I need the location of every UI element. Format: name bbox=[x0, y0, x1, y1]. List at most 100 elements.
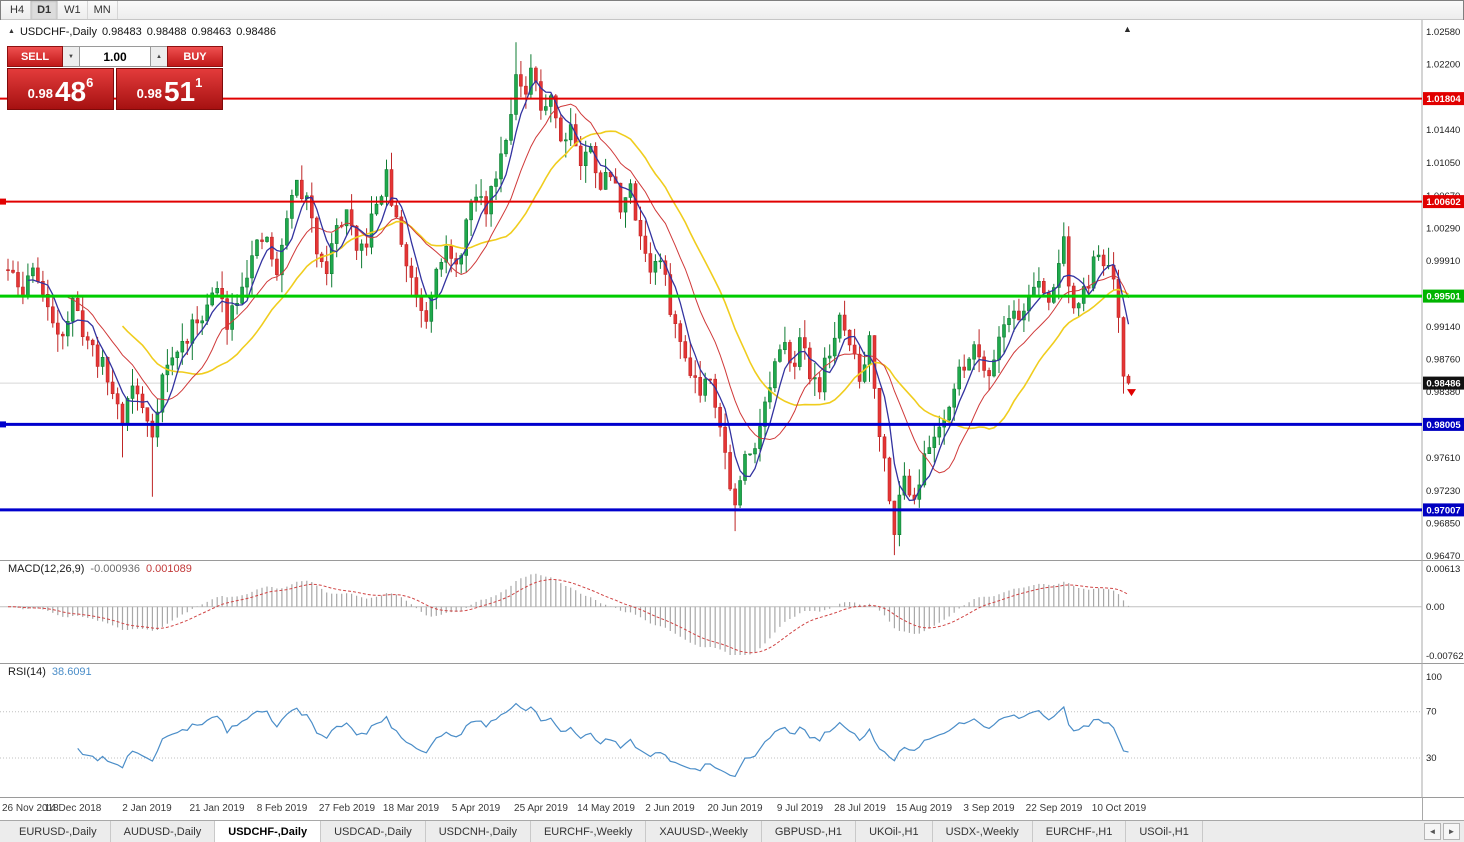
moving-average-5 bbox=[27, 79, 1130, 502]
timeframe-button-mn[interactable]: MN bbox=[88, 0, 118, 19]
svg-text:0.96470: 0.96470 bbox=[1426, 551, 1460, 560]
moving-average-24 bbox=[121, 130, 1129, 430]
svg-text:1.01804: 1.01804 bbox=[1426, 94, 1461, 105]
buy-price-display[interactable]: 0.98 51 1 bbox=[116, 68, 223, 110]
sell-arrow-icon bbox=[1127, 389, 1136, 397]
svg-text:0.99501: 0.99501 bbox=[1426, 292, 1461, 303]
chart-tab-bar: EURUSD-,Daily AUDUSD-,Daily USDCHF-,Daily U… bbox=[0, 820, 1464, 842]
chart-tab-eurchf-weekly[interactable]: EURCHF-,Weekly bbox=[530, 821, 647, 842]
ohlc-high: 0.98488 bbox=[146, 26, 187, 38]
svg-text:1.02580: 1.02580 bbox=[1426, 27, 1460, 38]
svg-text:0.97007: 0.97007 bbox=[1426, 505, 1460, 516]
chart-tab-ukoil-h1[interactable]: UKOil-,H1 bbox=[856, 821, 933, 842]
date-label: 22 Sep 2019 bbox=[1025, 803, 1083, 814]
date-label: 3 Sep 2019 bbox=[963, 803, 1015, 814]
date-axis[interactable]: 26 Nov 2018 14 Dec 2018 2 Jan 2019 21 Jan 2… bbox=[0, 798, 1464, 820]
chart-tab-usdcnh-daily[interactable]: USDCNH-,Daily bbox=[425, 821, 531, 842]
svg-text:0.97230: 0.97230 bbox=[1426, 486, 1460, 497]
macd-value-signal: 0.001089 bbox=[145, 563, 192, 575]
chart-tab-usdcad-daily[interactable]: USDCAD-,Daily bbox=[321, 821, 426, 842]
sell-price-pips: 48 bbox=[54, 76, 87, 107]
date-label: 25 Apr 2019 bbox=[514, 803, 568, 814]
svg-text:0.96850: 0.96850 bbox=[1426, 518, 1460, 529]
svg-text:1.00290: 1.00290 bbox=[1426, 223, 1460, 234]
rsi-label: RSI(14) 38.6091 bbox=[8, 666, 92, 678]
buy-price-point: 1 bbox=[195, 75, 203, 90]
svg-text:1.01050: 1.01050 bbox=[1426, 158, 1460, 169]
tab-scroll-right-button[interactable]: ► bbox=[1443, 823, 1460, 840]
chart-tabs: EURUSD-,Daily AUDUSD-,Daily USDCHF-,Daily U… bbox=[0, 821, 1203, 842]
rsi-line bbox=[77, 702, 1129, 778]
svg-text:0.99140: 0.99140 bbox=[1426, 322, 1460, 333]
date-label: 14 May 2019 bbox=[577, 803, 635, 814]
date-label: 26 Nov 2018 bbox=[2, 803, 59, 814]
date-label: 18 Mar 2019 bbox=[382, 803, 440, 814]
svg-text:1.01440: 1.01440 bbox=[1426, 125, 1460, 136]
rsi-name: RSI(14) bbox=[8, 666, 46, 678]
date-label: 9 Jul 2019 bbox=[776, 803, 824, 814]
svg-text:70: 70 bbox=[1426, 707, 1437, 718]
timeframe-toolbar: H4 D1 W1 MN bbox=[0, 0, 1464, 20]
line-drag-handle bbox=[0, 198, 6, 205]
macd-name: MACD(12,26,9) bbox=[8, 563, 85, 575]
date-label: 5 Apr 2019 bbox=[451, 803, 501, 814]
svg-text:0.98760: 0.98760 bbox=[1426, 355, 1460, 366]
tab-navigation: ◄ ► bbox=[1424, 823, 1460, 840]
spinner-down-icon: ▼ bbox=[68, 53, 74, 60]
ohlc-low: 0.98463 bbox=[191, 26, 232, 38]
timeframe-button-h4[interactable]: H4 bbox=[4, 0, 32, 19]
macd-label: MACD(12,26,9) -0.000936 0.001089 bbox=[8, 563, 192, 575]
timeframe-button-w1[interactable]: W1 bbox=[58, 0, 88, 19]
macd-indicator-panel[interactable]: 0.00613 0.00 -0.00762 MACD(12,26,9) -0.000… bbox=[0, 560, 1464, 663]
rsi-indicator-panel[interactable]: 100 70 30 RSI(14) 38.6091 bbox=[0, 663, 1464, 798]
svg-text:0.97610: 0.97610 bbox=[1426, 453, 1460, 464]
chart-tab-audusd-daily[interactable]: AUDUSD-,Daily bbox=[110, 821, 216, 842]
macd-canvas[interactable]: 0.00613 0.00 -0.00762 bbox=[0, 560, 1464, 663]
timeframe-button-d1[interactable]: D1 bbox=[31, 0, 59, 19]
rsi-canvas[interactable]: 100 70 30 bbox=[0, 663, 1464, 798]
date-label: 2 Jan 2019 bbox=[122, 803, 172, 814]
sell-price-point: 6 bbox=[86, 75, 94, 90]
svg-text:0.99910: 0.99910 bbox=[1426, 256, 1460, 267]
shift-marker-icon: ▲ bbox=[1123, 24, 1132, 34]
chart-tab-usdchf-daily[interactable]: USDCHF-,Daily bbox=[215, 821, 322, 842]
svg-text:0.98486: 0.98486 bbox=[1426, 379, 1460, 390]
svg-text:-0.00762: -0.00762 bbox=[1426, 651, 1464, 662]
chart-tab-eurchf-h1[interactable]: EURCHF-,H1 bbox=[1032, 821, 1127, 842]
chart-tab-usoil-h1[interactable]: USOil-,H1 bbox=[1126, 821, 1203, 842]
date-label: 21 Jan 2019 bbox=[189, 803, 245, 814]
tab-scroll-left-button[interactable]: ◄ bbox=[1424, 823, 1441, 840]
date-label: 2 Jun 2019 bbox=[645, 803, 695, 814]
svg-text:0.00613: 0.00613 bbox=[1426, 564, 1460, 575]
collapse-arrow-icon[interactable]: ▲ bbox=[8, 28, 15, 35]
volume-input[interactable] bbox=[79, 46, 151, 67]
sell-price-base: 0.98 bbox=[27, 86, 53, 101]
svg-text:1.02200: 1.02200 bbox=[1426, 60, 1460, 71]
chart-tab-usdx-weekly[interactable]: USDX-,Weekly bbox=[932, 821, 1033, 842]
volume-increase-button[interactable]: ▲ bbox=[151, 46, 167, 67]
svg-text:1.00602: 1.00602 bbox=[1426, 197, 1460, 208]
chart-tab-eurusd-daily[interactable]: EURUSD-,Daily bbox=[6, 821, 111, 842]
main-chart-panel[interactable]: ▲1.025801.022001.014401.010501.006701.00… bbox=[0, 20, 1464, 560]
price-chart-canvas[interactable]: ▲1.025801.022001.014401.010501.006701.00… bbox=[0, 20, 1464, 560]
date-label: 27 Feb 2019 bbox=[318, 803, 376, 814]
date-label: 14 Dec 2018 bbox=[44, 803, 102, 814]
chart-tab-xauusd-weekly[interactable]: XAUUSD-,Weekly bbox=[646, 821, 762, 842]
moving-average-13 bbox=[67, 103, 1129, 474]
buy-button[interactable]: BUY bbox=[167, 46, 223, 67]
date-label: 8 Feb 2019 bbox=[256, 803, 308, 814]
sell-price-display[interactable]: 0.98 48 6 bbox=[7, 68, 114, 110]
chart-tab-gbpusd-h1[interactable]: GBPUSD-,H1 bbox=[761, 821, 857, 842]
price-scale[interactable]: 1.025801.022001.014401.010501.006701.002… bbox=[1423, 27, 1464, 560]
svg-text:0.00: 0.00 bbox=[1426, 602, 1445, 613]
sell-button[interactable]: SELL bbox=[7, 46, 63, 67]
date-label: 28 Jul 2019 bbox=[834, 803, 886, 814]
volume-decrease-button[interactable]: ▼ bbox=[63, 46, 79, 67]
ohlc-open: 0.98483 bbox=[101, 26, 142, 38]
chart-symbol-period: USDCHF-,Daily bbox=[19, 26, 97, 38]
svg-text:0.98380: 0.98380 bbox=[1426, 387, 1460, 398]
macd-value-main: -0.000936 bbox=[90, 563, 140, 575]
svg-text:0.98005: 0.98005 bbox=[1426, 420, 1461, 431]
rsi-value: 38.6091 bbox=[51, 666, 92, 678]
